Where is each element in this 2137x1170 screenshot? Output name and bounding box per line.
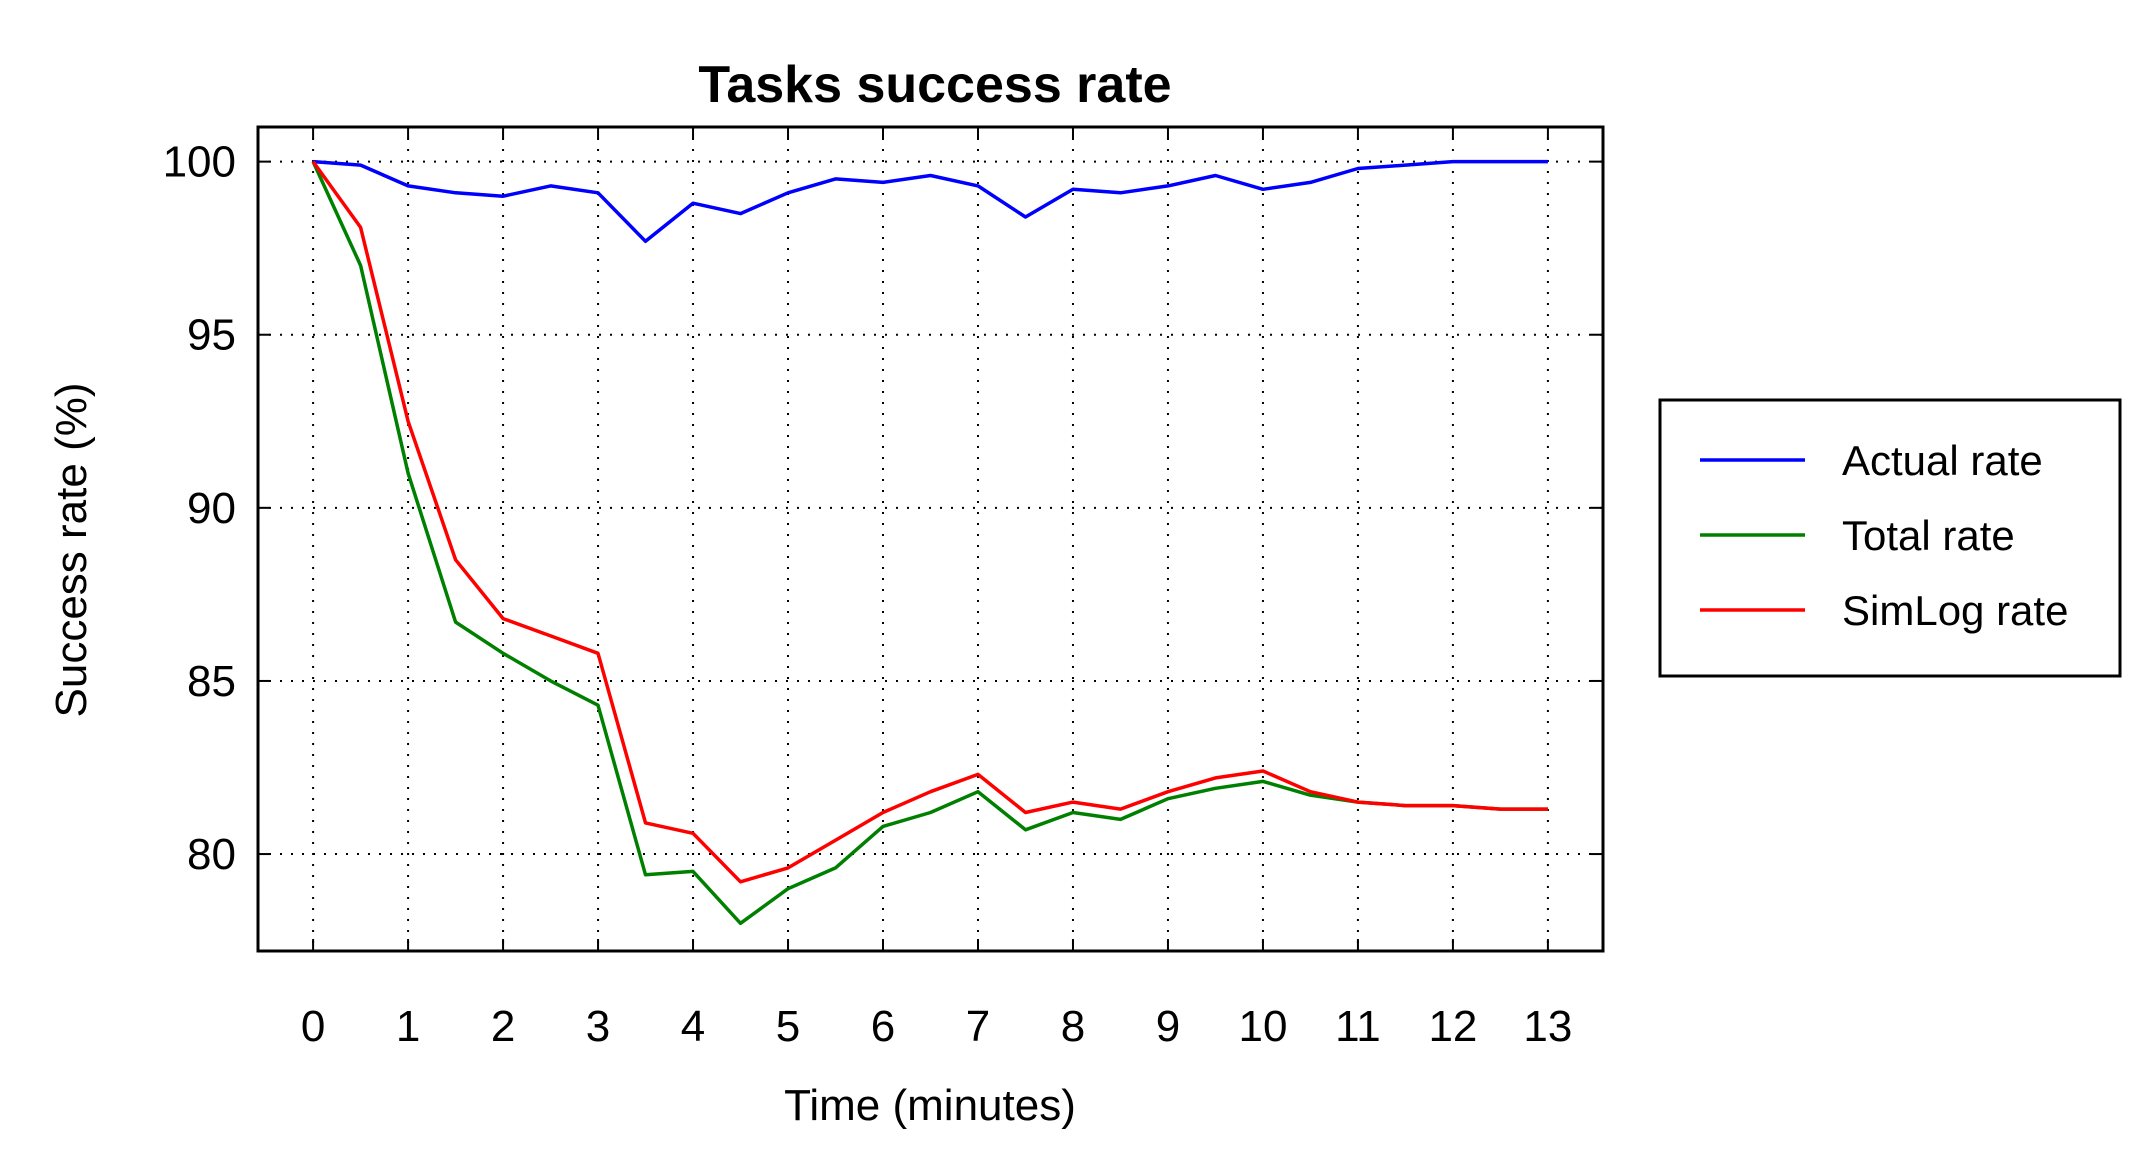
y-tick-label: 95 xyxy=(187,311,236,360)
legend-label-total-rate: Total rate xyxy=(1842,512,2015,559)
legend-box xyxy=(1658,398,2122,678)
x-tick-label: 8 xyxy=(1061,1002,1085,1051)
x-axis-label: Time (minutes) xyxy=(784,1081,1076,1130)
chart-title: Tasks success rate xyxy=(698,56,1171,114)
x-tick-label: 12 xyxy=(1428,1002,1477,1051)
y-axis-label: Success rate (%) xyxy=(47,383,96,718)
grid-lines xyxy=(258,127,1603,951)
plot-frame xyxy=(256,125,1605,953)
x-tick-label: 0 xyxy=(301,1002,325,1051)
x-tick-label: 7 xyxy=(966,1002,990,1051)
series-lines xyxy=(311,159,1548,926)
series-line-total-rate xyxy=(311,160,1548,926)
legend: Actual rate Total rate SimLog rate xyxy=(1658,398,2122,678)
legend-entries: Actual rate Total rate SimLog rate xyxy=(1700,437,2068,634)
x-tick-label: 13 xyxy=(1523,1002,1572,1051)
tick-marks xyxy=(258,127,1603,951)
y-tick-label: 100 xyxy=(163,138,236,187)
x-tick-label: 4 xyxy=(681,1002,705,1051)
x-tick-label: 2 xyxy=(491,1002,515,1051)
x-tick-label: 5 xyxy=(776,1002,800,1051)
y-tick-labels: 80 85 90 95 100 xyxy=(163,138,236,879)
x-tick-label: 6 xyxy=(871,1002,895,1051)
legend-label-simlog-rate: SimLog rate xyxy=(1842,587,2068,634)
y-tick-label: 80 xyxy=(187,830,236,879)
x-tick-label: 9 xyxy=(1156,1002,1180,1051)
series-line-actual-rate xyxy=(312,159,1548,244)
legend-label-actual-rate: Actual rate xyxy=(1842,437,2043,484)
x-tick-label: 3 xyxy=(586,1002,610,1051)
x-tick-label: 1 xyxy=(396,1002,420,1051)
y-tick-label: 85 xyxy=(187,657,236,706)
x-tick-labels: 0 1 2 3 4 5 6 7 8 9 10 11 12 13 xyxy=(301,1002,1573,1051)
x-tick-label: 11 xyxy=(1335,1002,1381,1051)
series-line-simlog-rate xyxy=(311,160,1548,884)
x-tick-label: 10 xyxy=(1238,1002,1287,1051)
y-tick-label: 90 xyxy=(187,484,236,533)
